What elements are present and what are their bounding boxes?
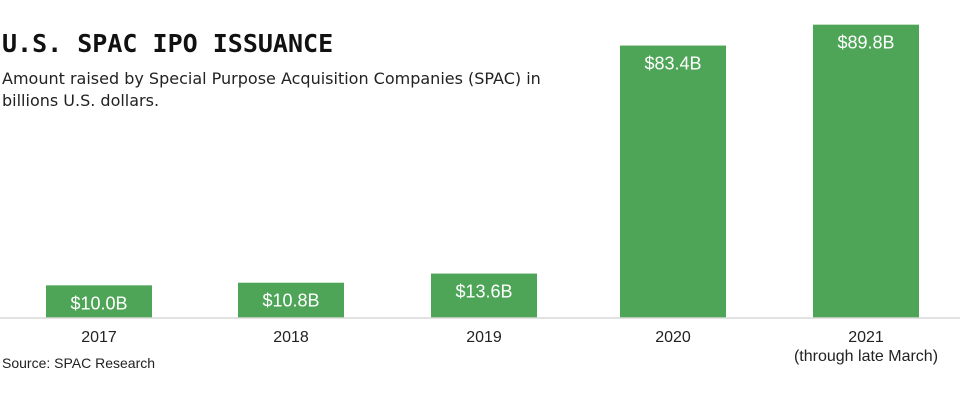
bar-value-label-2: $13.6B	[455, 282, 512, 302]
x-tick-label-1: 2018	[273, 329, 309, 346]
tick-labels-group: 2017 2018 2019 2020 2021 (through late March)	[81, 329, 938, 365]
x-tick-label-4: 2021 (through late March)	[794, 329, 938, 365]
source-note: Source: SPAC Research	[2, 355, 156, 371]
x-tick-label-2: 2019	[466, 329, 502, 346]
bar-value-label-3: $83.4B	[644, 54, 701, 74]
bar-value-label-4: $89.8B	[837, 33, 894, 53]
x-tick-label-3: 2020	[655, 329, 691, 346]
bar-2	[431, 273, 537, 318]
bar-3	[620, 45, 726, 319]
bars-group: $10.0B $10.8B $13.6B $83.4B $89.8B	[46, 24, 919, 319]
bar-value-label-1: $10.8B	[262, 291, 319, 311]
chart-subtitle: Amount raised by Special Purpose Acquisi…	[2, 69, 541, 110]
chart-title: U.S. SPAC IPO ISSUANCE	[2, 29, 334, 58]
bar-1	[238, 282, 344, 318]
bar-4	[813, 24, 919, 319]
bar-value-label-0: $10.0B	[70, 293, 127, 313]
bar-0	[46, 285, 152, 318]
x-tick-label-0: 2017	[81, 329, 117, 346]
